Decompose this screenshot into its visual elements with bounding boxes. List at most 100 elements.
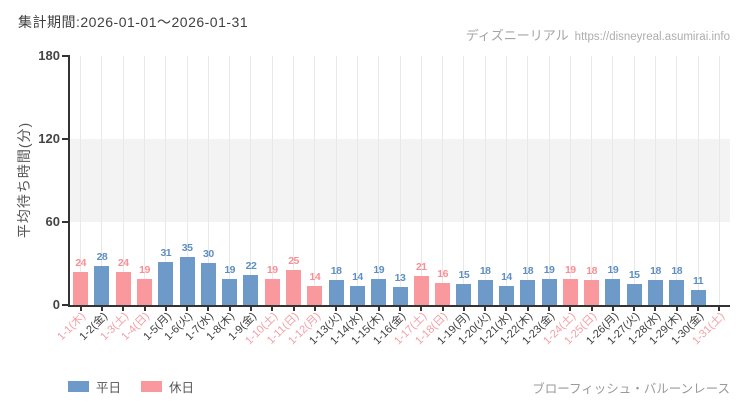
y-axis-tick-label: 0 [52,297,60,312]
x-axis-tick [654,307,657,311]
gridline [612,56,614,305]
gridline [591,56,593,305]
bar [200,263,216,305]
gridline [633,56,635,305]
bar-value-label: 15 [458,269,470,281]
x-axis-tick [718,307,721,311]
legend-label: 平日 [96,381,122,395]
bar-value-label: 19 [373,264,385,276]
gridline [314,56,316,305]
x-axis-tick [441,307,444,311]
x-axis-tick [292,307,295,311]
bar [435,283,451,305]
x-axis-tick [399,307,401,311]
gridline [463,56,465,305]
gridline [676,56,678,305]
bar-value-label: 15 [628,269,640,281]
x-axis-tick [590,307,593,311]
bar [328,280,344,305]
bar [541,279,557,305]
bar [498,286,514,305]
bar-value-label: 16 [437,268,448,280]
bar [307,286,323,305]
bar-value-label: 19 [224,264,236,276]
x-axis-tick [100,307,103,311]
x-axis-tick [228,307,231,311]
bar [243,275,259,305]
bar-value-label: 24 [117,257,129,269]
bar [179,257,195,305]
bar [562,279,578,305]
bar [349,286,365,305]
x-axis-tick [79,307,82,311]
gridline [697,56,699,305]
bar-value-label: 24 [75,257,86,269]
bar-value-label: 11 [693,275,704,287]
gridline [165,56,167,305]
bar-value-label: 19 [607,264,619,276]
gridline [335,56,337,305]
gridline [250,56,252,305]
x-axis-tick [249,307,252,311]
x-axis-tick [462,307,465,311]
bar-value-label: 13 [394,272,406,284]
site-watermark: ディズニーリアル https://disneyreal.asumirai.info [466,25,730,45]
site-url: https://disneyreal.asumirai.info [574,31,730,43]
bar-value-label: 18 [671,265,683,277]
x-axis-tick [505,307,508,311]
gridline [484,56,486,305]
gridline [548,56,550,305]
gridline [229,56,231,305]
bar-value-label: 18 [522,265,534,277]
bar [584,280,600,305]
bar-value-label: 19 [564,264,576,276]
gridline [399,56,401,305]
y-axis-tick [62,304,68,306]
bar [264,279,280,305]
bar [392,287,408,305]
bar-value-label: 28 [96,251,108,263]
bar-value-label: 14 [501,271,512,283]
x-axis-tick [207,307,210,311]
x-axis-tick [377,307,380,311]
x-axis-tick [675,307,678,311]
bar [286,270,302,305]
bar-value-label: 18 [650,265,661,277]
bar [647,280,663,305]
x-axis-tick [164,307,167,311]
gridline [378,56,380,305]
bar-value-label: 14 [352,271,363,283]
y-axis-line [68,55,70,307]
y-axis-tick [62,138,68,140]
bar-value-label: 19 [543,264,555,276]
x-axis-tick [548,307,551,311]
bar-value-label: 25 [288,255,299,267]
bar-value-label: 19 [139,264,150,276]
gridline [505,56,507,305]
x-axis-tick [569,307,572,311]
gridline [527,56,529,305]
gridline [356,56,358,305]
gridline [101,56,103,305]
x-axis-tick [633,307,636,311]
y-axis-tick [62,221,68,223]
x-axis-tick [611,307,614,311]
gridline [420,56,422,305]
bar [605,279,621,305]
bar-value-label: 19 [266,264,278,276]
gridline [122,56,124,305]
bar-value-label: 14 [309,271,321,283]
gridline [718,56,720,305]
plot-area: 24 28 24 19 31 35 30 19 22 19 25 14 18 14 19 13 21 16 15 18… [70,56,730,305]
bar-value-label: 31 [160,247,172,259]
legend: 平日 休日 [68,377,194,396]
gridline [442,56,444,305]
x-axis-tick [271,307,274,311]
legend-item: 平日 [68,377,121,396]
y-axis-tick-label: 60 [45,214,60,229]
bar-value-label: 22 [245,260,257,272]
x-axis-tick [186,307,189,311]
bar [73,272,89,305]
bar [158,262,174,305]
